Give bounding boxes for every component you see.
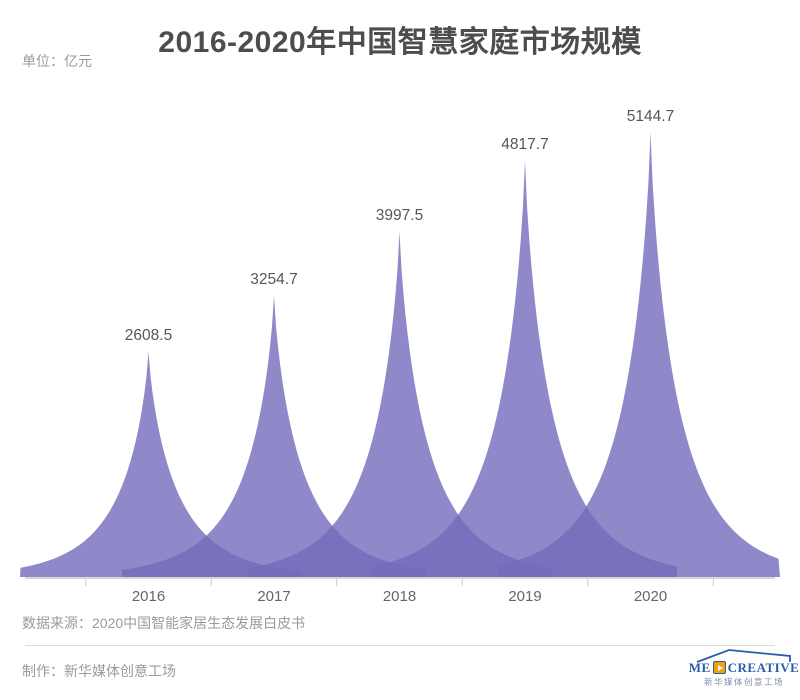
area-peak-2016 (20, 351, 301, 577)
data-source-label: 数据来源：2020中国智能家居生态发展白皮书 (22, 615, 306, 631)
brand-logo: ME CREATIVE 新华媒体创意工场 (689, 647, 799, 688)
area-chart (20, 132, 780, 586)
chart-title: 2016-2020年中国智慧家庭市场规模 (158, 26, 642, 59)
play-button-icon (712, 661, 726, 674)
logo-roofline-icon (696, 649, 791, 663)
footer-divider (25, 645, 775, 646)
logo-text-post: CREATIVE (727, 660, 800, 675)
area-peak-2018 (247, 231, 552, 577)
logo-wordmark: ME CREATIVE (689, 661, 800, 674)
area-peak-2017 (122, 295, 426, 577)
area-peak-2019 (373, 160, 677, 578)
area-peak-2020 (498, 132, 780, 577)
credit-label: 制作：新华媒体创意工场 (22, 663, 176, 679)
unit-label: 单位：亿元 (22, 53, 92, 69)
logo-text-pre: ME (688, 660, 711, 675)
logo-subtext: 新华媒体创意工场 (703, 677, 784, 687)
